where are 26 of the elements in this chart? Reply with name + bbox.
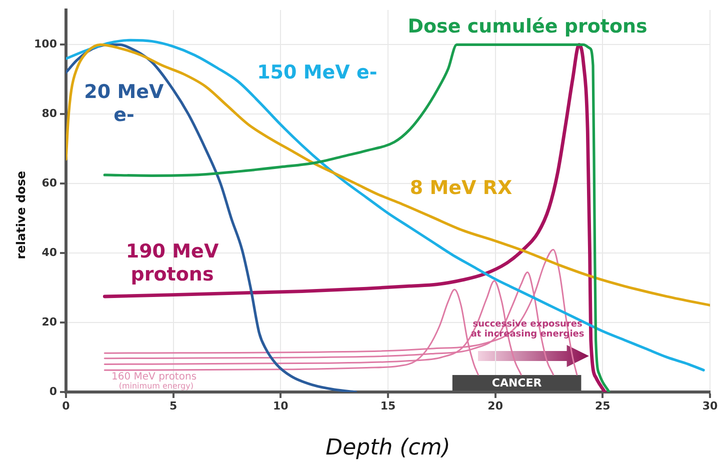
series-label: 8 MeV RX [410, 176, 512, 199]
y-tick-label: 60 [42, 176, 58, 190]
line-series [66, 43, 358, 392]
x-tick-label: 10 [273, 399, 289, 412]
series-label: 20 MeV e- [84, 80, 164, 126]
x-tick-label: 20 [488, 399, 504, 412]
x-tick-label: 15 [380, 399, 396, 412]
x-axis-title: Depth (cm) [326, 436, 450, 461]
y-tick-label: 100 [34, 38, 58, 51]
x-tick-label: 0 [62, 399, 70, 412]
series-label: Dose cumulée protons [408, 15, 648, 38]
y-tick-label: 40 [42, 246, 58, 259]
band-label: CANCER [492, 376, 542, 390]
y-tick-label: 20 [42, 315, 58, 328]
annotation: 160 MeV protons [112, 372, 197, 383]
x-tick-label: 5 [170, 399, 178, 412]
y-tick-label: 80 [42, 107, 58, 120]
x-tick-label: 30 [702, 399, 718, 412]
annotation: (minimum energy) [118, 382, 194, 391]
x-tick-label: 25 [595, 399, 610, 412]
series-label: 150 MeV e- [257, 61, 378, 84]
y-tick-label: 0 [49, 384, 58, 398]
line-series [66, 43, 710, 306]
y-axis-title: relative dose [14, 170, 28, 260]
series-label: 190 MeV protons [126, 240, 219, 286]
line-series [66, 38, 705, 372]
